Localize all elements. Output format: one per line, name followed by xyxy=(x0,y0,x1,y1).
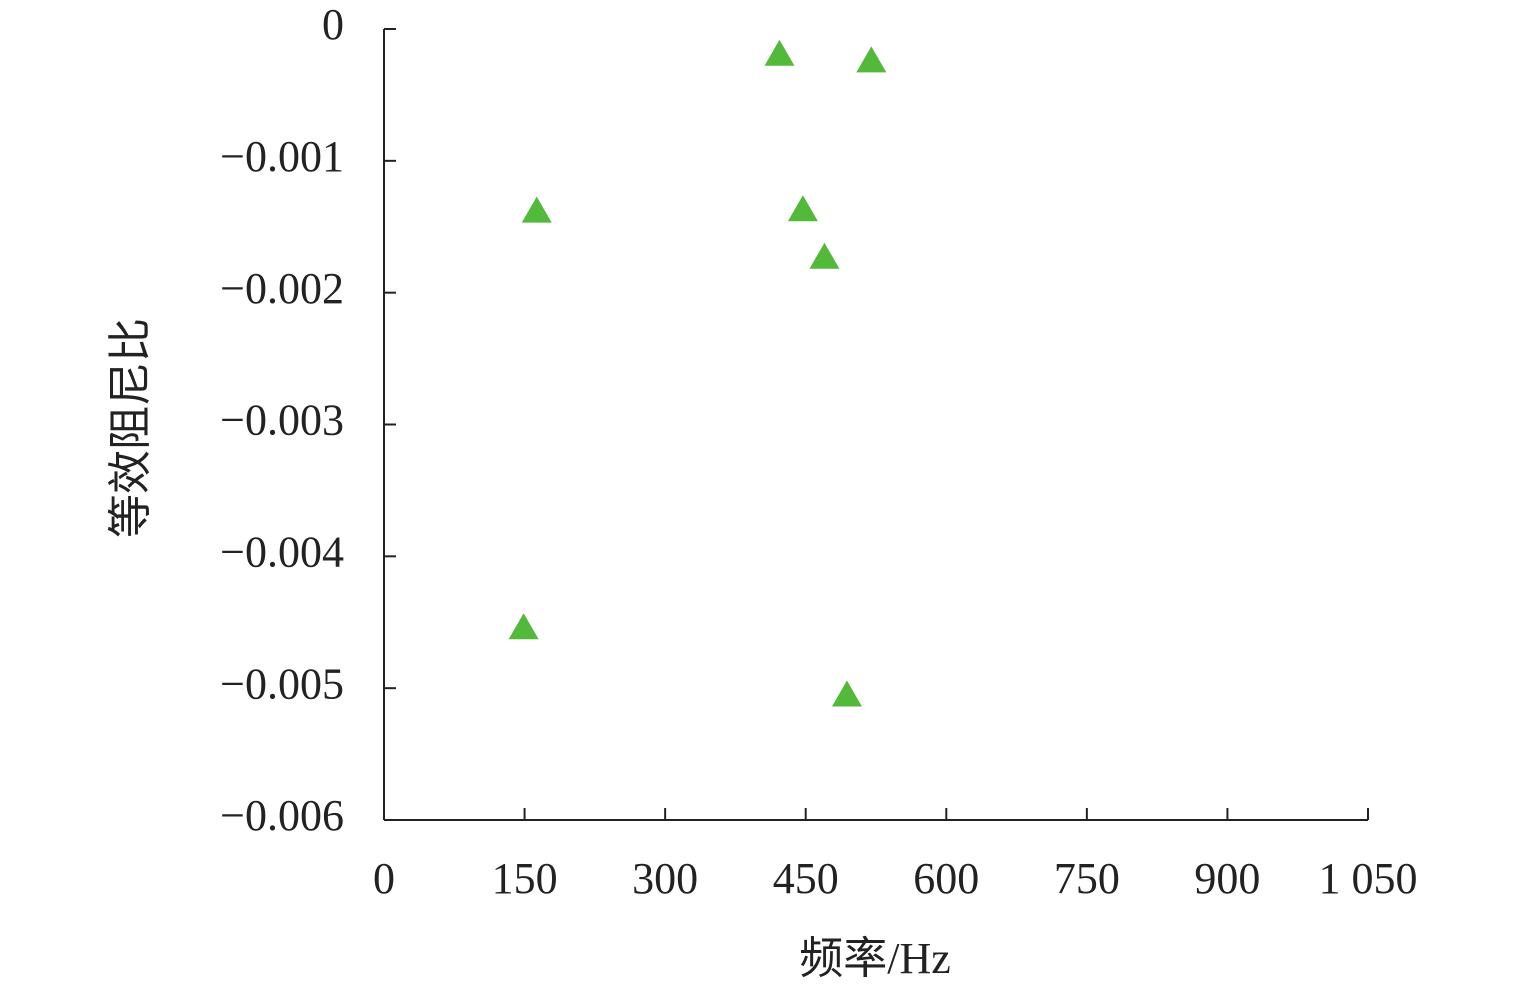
y-tick-label: −0.006 xyxy=(220,791,344,840)
y-tick-label: −0.002 xyxy=(220,264,344,313)
y-tick-label: −0.004 xyxy=(220,527,344,576)
x-tick-label: 300 xyxy=(632,854,698,903)
y-tick-label: −0.003 xyxy=(220,396,344,445)
point xyxy=(508,613,539,640)
y-tick-label: −0.001 xyxy=(220,132,344,181)
x-axis-label: 频率/Hz xyxy=(799,934,951,983)
x-tick-label: 450 xyxy=(773,854,839,903)
x-tick-label: 900 xyxy=(1194,854,1260,903)
y-tick-label: 0 xyxy=(322,0,344,49)
point xyxy=(831,680,862,707)
point xyxy=(764,39,795,66)
x-tick-label: 750 xyxy=(1054,854,1120,903)
x-tick-label: 150 xyxy=(492,854,558,903)
point xyxy=(521,196,552,223)
y-tick-label: −0.005 xyxy=(220,659,344,708)
x-tick-label: 1 050 xyxy=(1319,854,1418,903)
x-tick-label: 0 xyxy=(373,854,395,903)
x-tick-label: 600 xyxy=(913,854,979,903)
y-axis-label: 等效阻尼比 xyxy=(106,318,155,538)
point xyxy=(856,46,887,73)
point xyxy=(809,242,840,269)
point xyxy=(787,195,818,222)
